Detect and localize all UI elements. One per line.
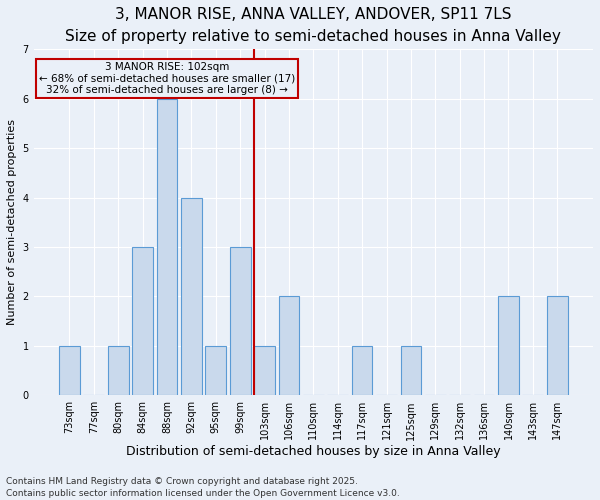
- Title: 3, MANOR RISE, ANNA VALLEY, ANDOVER, SP11 7LS
Size of property relative to semi-: 3, MANOR RISE, ANNA VALLEY, ANDOVER, SP1…: [65, 7, 561, 44]
- Bar: [108, 346, 128, 396]
- Bar: [278, 296, 299, 396]
- Text: Contains HM Land Registry data © Crown copyright and database right 2025.
Contai: Contains HM Land Registry data © Crown c…: [6, 476, 400, 498]
- Bar: [157, 99, 178, 396]
- Bar: [230, 247, 251, 396]
- Bar: [59, 346, 80, 396]
- Bar: [352, 346, 373, 396]
- Bar: [181, 198, 202, 396]
- Bar: [547, 296, 568, 396]
- Bar: [498, 296, 519, 396]
- X-axis label: Distribution of semi-detached houses by size in Anna Valley: Distribution of semi-detached houses by …: [126, 445, 500, 458]
- Bar: [132, 247, 153, 396]
- Bar: [205, 346, 226, 396]
- Text: 3 MANOR RISE: 102sqm
← 68% of semi-detached houses are smaller (17)
32% of semi-: 3 MANOR RISE: 102sqm ← 68% of semi-detac…: [39, 62, 295, 95]
- Bar: [401, 346, 421, 396]
- Bar: [254, 346, 275, 396]
- Y-axis label: Number of semi-detached properties: Number of semi-detached properties: [7, 120, 17, 326]
